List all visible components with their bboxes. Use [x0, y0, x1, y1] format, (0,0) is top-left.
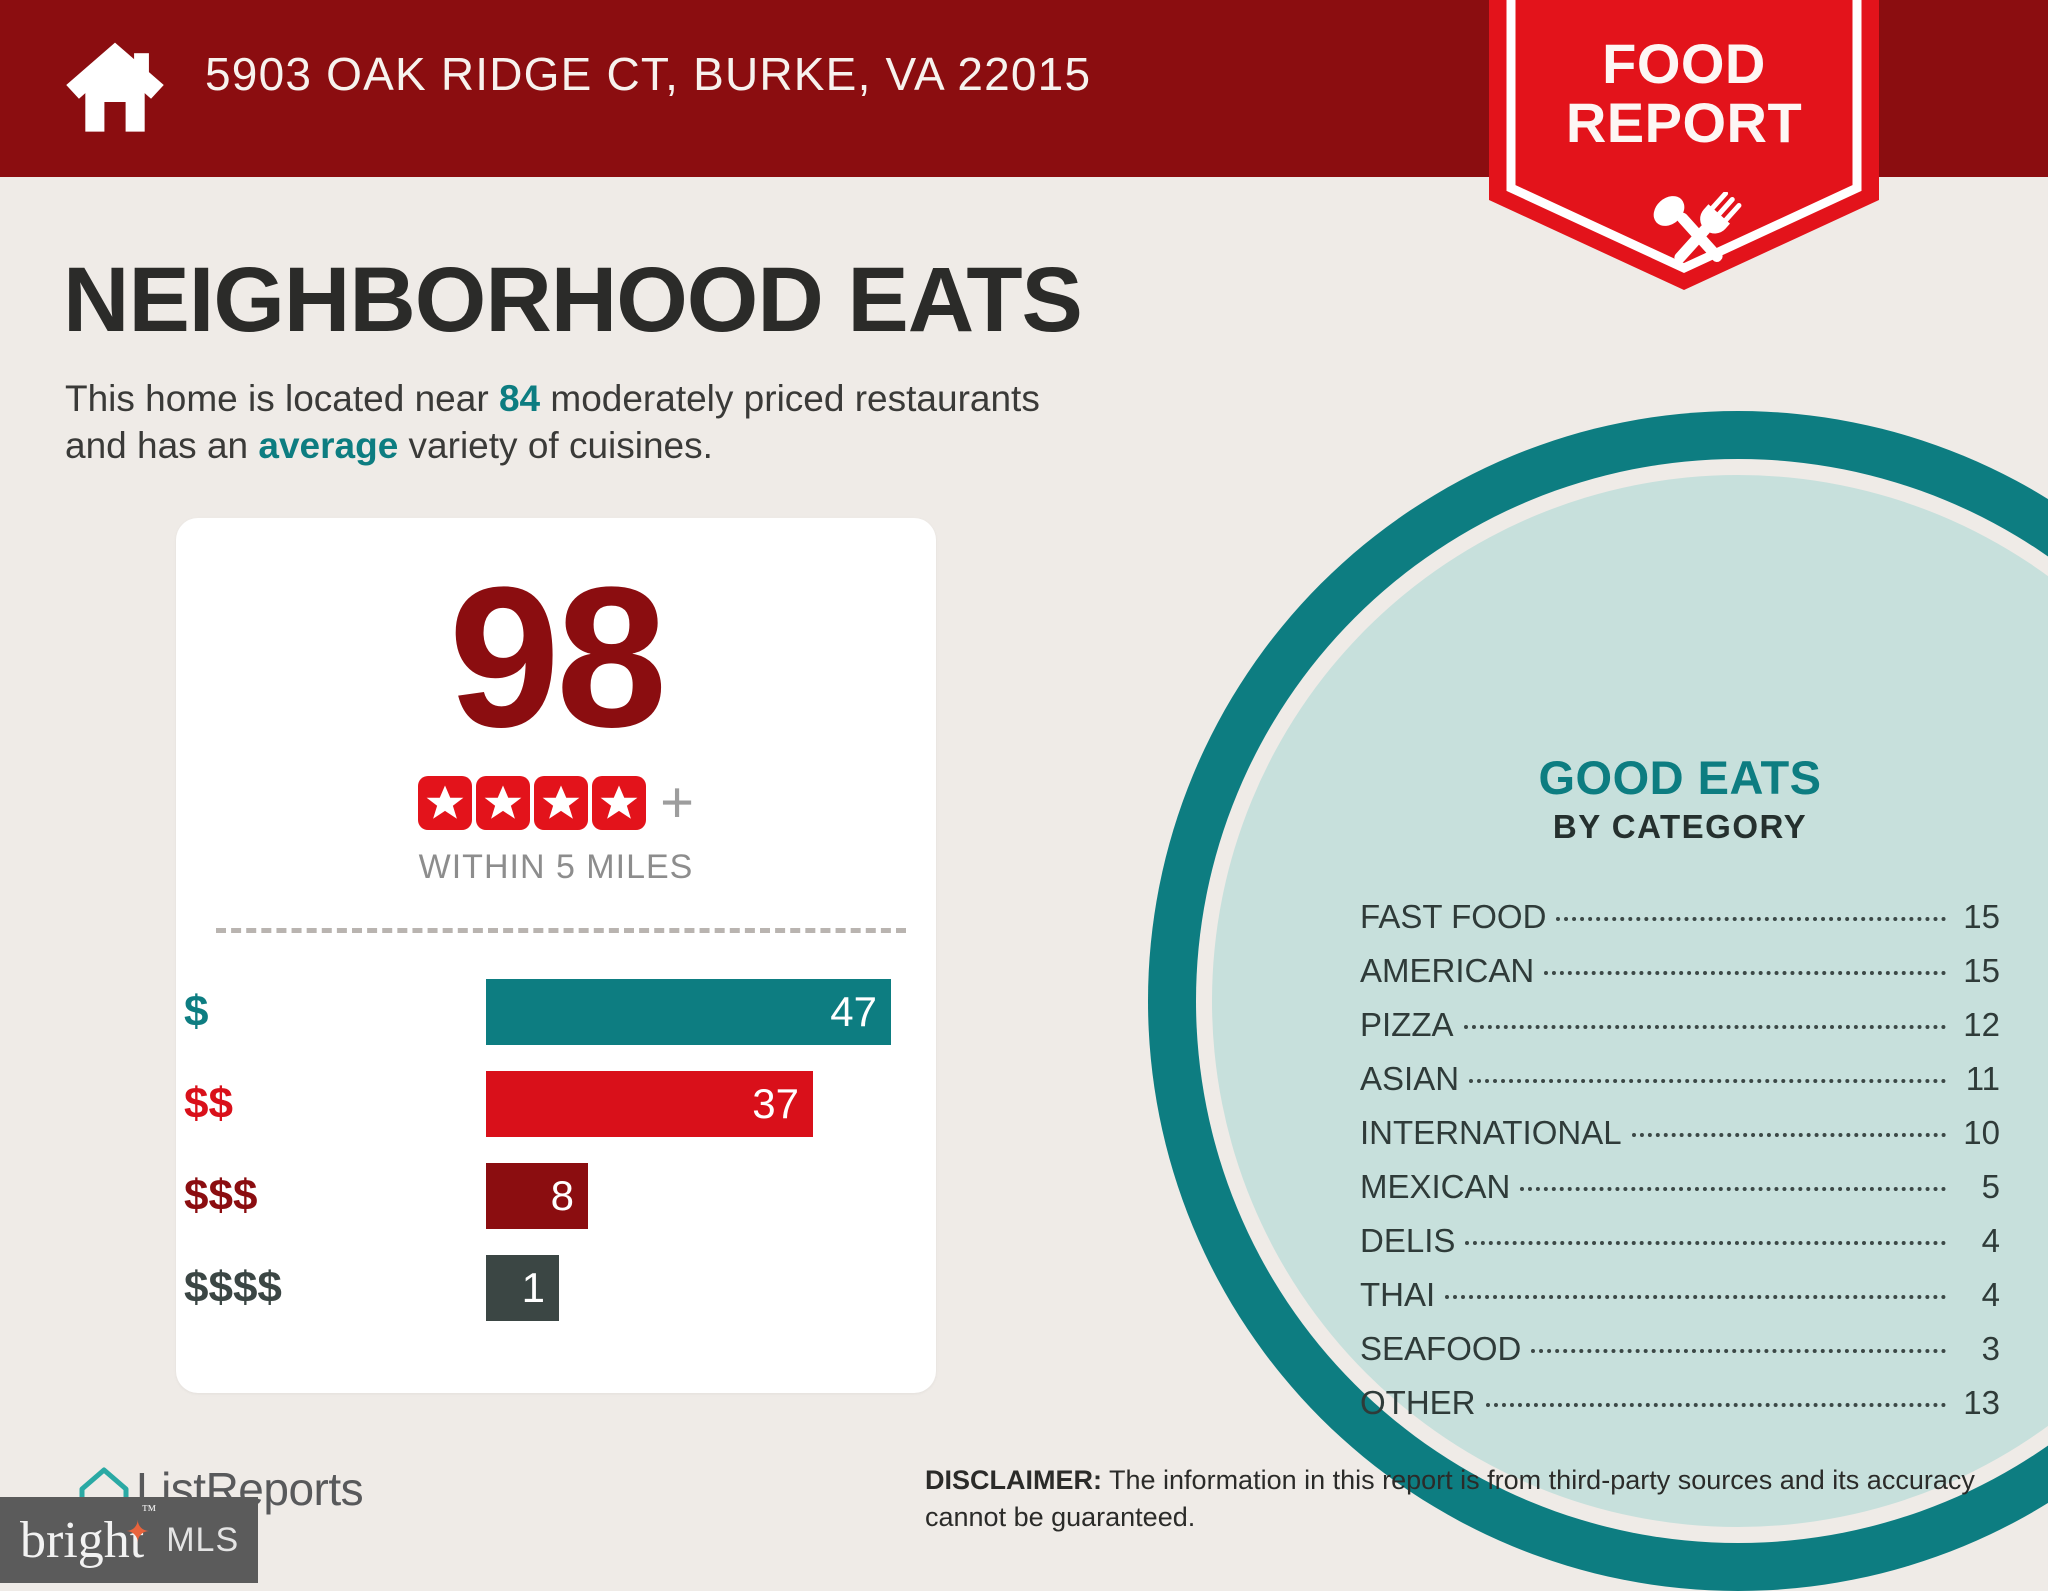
bar-track: 8 [486, 1163, 936, 1229]
leader-dots [1485, 1403, 1946, 1407]
list-item: MEXICAN 5 [1360, 1160, 2000, 1214]
category-name: MEXICAN [1360, 1168, 1511, 1205]
food-score-value: 98 [448, 546, 667, 769]
bar-row: $$ 37 [176, 1065, 936, 1143]
leader-dots [1463, 1025, 1946, 1029]
list-item: INTERNATIONAL 10 [1360, 1106, 2000, 1160]
star-icon [476, 776, 531, 830]
list-item: AMERICAN 15 [1360, 944, 2000, 998]
bar-row: $$$ 8 [176, 1157, 936, 1235]
bright-text: bright [20, 1511, 145, 1569]
variety-quality: average [258, 425, 399, 466]
category-count: 4 [1981, 1222, 2000, 1259]
list-item: FAST FOOD 15 [1360, 890, 2000, 944]
good-eats-panel: GOOD EATS BY CATEGORY FAST FOOD 15 AMERI… [1360, 752, 2000, 1430]
bar-fill: 8 [486, 1163, 588, 1229]
list-item: ASIAN 11 [1360, 1052, 2000, 1106]
price-tier-label: $ [184, 987, 209, 1036]
page-subtitle: This home is located near 84 moderately … [65, 375, 1085, 469]
price-tier-label: $$$ [184, 1171, 258, 1220]
leader-dots [1544, 971, 1946, 975]
price-tier-bar-chart: $ 47 $$ 37 $$$ 8 $$$$ 1 [176, 973, 936, 1341]
good-eats-title: GOOD EATS [1538, 751, 1822, 804]
bar-track: 1 [486, 1255, 936, 1321]
category-name: FAST FOOD [1360, 898, 1547, 935]
badge-shape [1489, 0, 1879, 290]
category-name: PIZZA [1360, 1006, 1454, 1043]
star-icon [418, 776, 473, 830]
category-count: 4 [1981, 1276, 2000, 1313]
list-item: PIZZA 12 [1360, 998, 2000, 1052]
bar-row: $ 47 [176, 973, 936, 1051]
food-report-badge: FOOD REPORT [1489, 0, 1879, 290]
category-name: THAI [1360, 1276, 1436, 1313]
list-item: SEAFOOD 3 [1360, 1322, 2000, 1376]
category-name: AMERICAN [1360, 952, 1535, 989]
spoon-fork-icon [1653, 192, 1742, 264]
restaurant-count: 84 [498, 378, 541, 419]
price-tier-label: $$ [184, 1079, 233, 1128]
plus-icon: + [660, 770, 694, 835]
list-item: OTHER 13 [1360, 1376, 2000, 1430]
star-icon [534, 776, 589, 830]
category-count: 11 [1965, 1060, 2000, 1097]
page-address: 5903 OAK RIDGE CT, BURKE, VA 22015 [205, 48, 1092, 100]
category-count: 13 [1963, 1384, 2000, 1421]
category-count: 15 [1963, 952, 2000, 989]
subtitle-part-1: This home is located near [65, 378, 499, 419]
category-list: FAST FOOD 15 AMERICAN 15 PIZZA 12 ASIAN … [1360, 890, 2000, 1430]
bar-fill: 1 [486, 1255, 559, 1321]
leader-dots [1469, 1079, 1946, 1083]
category-count: 3 [1981, 1330, 2000, 1367]
category-name: DELIS [1360, 1222, 1456, 1259]
trademark-icon: ™ [141, 1502, 157, 1519]
list-item: DELIS 4 [1360, 1214, 2000, 1268]
category-name: INTERNATIONAL [1360, 1114, 1622, 1151]
leader-dots [1531, 1349, 1946, 1353]
bar-row: $$$$ 1 [176, 1249, 936, 1327]
sparkle-icon: ✦ [125, 1515, 151, 1549]
disclaimer-label: DISCLAIMER: [925, 1465, 1102, 1495]
bar-fill: 37 [486, 1071, 813, 1137]
category-count: 12 [1963, 1006, 2000, 1043]
category-count: 5 [1981, 1168, 2000, 1205]
list-item: THAI 4 [1360, 1268, 2000, 1322]
star-icon [592, 776, 647, 830]
leader-dots [1520, 1187, 1946, 1191]
house-icon [66, 42, 164, 132]
category-count: 15 [1963, 898, 2000, 935]
leader-dots [1465, 1241, 1946, 1245]
page-title: NEIGHBORHOOD EATS [63, 249, 1083, 351]
price-tier-label: $$$$ [184, 1263, 282, 1312]
category-name: OTHER [1360, 1384, 1476, 1421]
leader-dots [1631, 1133, 1946, 1137]
card-divider [216, 928, 906, 933]
subtitle-part-3: variety of cuisines. [398, 425, 713, 466]
category-name: ASIAN [1360, 1060, 1460, 1097]
leader-dots [1445, 1295, 1946, 1299]
bright-mls-logo[interactable]: bright ✦ ™ MLS [0, 1497, 258, 1583]
disclaimer: DISCLAIMER: The information in this repo… [925, 1462, 2005, 1536]
mls-wordmark: MLS [166, 1520, 240, 1559]
category-name: SEAFOOD [1360, 1330, 1522, 1367]
star-rating: + [176, 770, 936, 835]
bright-wordmark: bright ✦ ™ [20, 1503, 156, 1570]
food-score-card: 98 + WITHIN 5 MILES $ 47 $$ 37 [176, 518, 936, 1393]
radius-label: WITHIN 5 MILES [418, 848, 694, 886]
bar-track: 47 [486, 979, 936, 1045]
bar-track: 37 [486, 1071, 936, 1137]
good-eats-subtitle: BY CATEGORY [1552, 808, 1808, 845]
leader-dots [1556, 917, 1946, 921]
disclaimer-text: The information in this report is from t… [925, 1465, 1975, 1532]
bar-fill: 47 [486, 979, 891, 1045]
subtitle-part-2: moderately priced restaurants and has an [65, 378, 1040, 466]
category-count: 10 [1963, 1114, 2000, 1151]
